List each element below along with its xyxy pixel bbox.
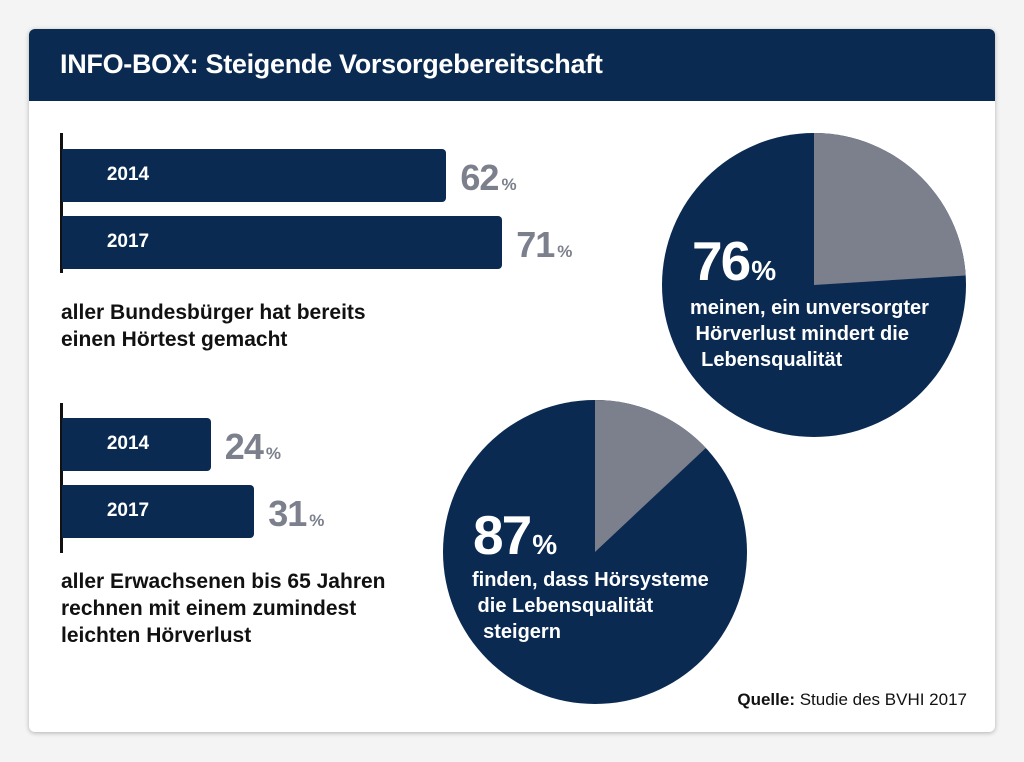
bar-chart-caption: aller Erwachsenen bis 65 Jahren rechnen … <box>61 570 386 647</box>
bar-value: 31% <box>268 493 325 534</box>
bar-chart-caption: aller Bundesbürger hat bereits einen Hör… <box>61 301 366 351</box>
bar-2017: 2017 <box>62 216 503 269</box>
pie-slice-rest <box>595 400 706 552</box>
bar-label: 2017 <box>106 231 150 252</box>
pie-chart-lebensqualitaet-steigern <box>443 400 747 704</box>
bar-value: 24% <box>224 426 281 467</box>
bar-label: 2014 <box>106 164 150 185</box>
bar-2014: 2014 <box>62 418 211 471</box>
bar-2017: 2017 <box>62 485 255 538</box>
info-box-card: INFO-BOX: Steigende Vorsorgebereitschaft… <box>29 29 995 732</box>
bar-label: 2014 <box>106 433 150 454</box>
source-note: Quelle: Studie des BVHI 2017 <box>737 690 967 710</box>
header-bar: INFO-BOX: Steigende Vorsorgebereitschaft <box>29 29 995 101</box>
bar-2014: 2014 <box>62 149 447 202</box>
page-title: INFO-BOX: Steigende Vorsorgebereitschaft <box>60 49 603 79</box>
source-text: Studie des BVHI 2017 <box>794 690 967 709</box>
pie-caption: meinen, ein unversorgter Hörverlust mind… <box>690 297 929 371</box>
bar-label: 2017 <box>106 500 150 521</box>
bar-value: 62% <box>460 157 517 198</box>
pie-value: 76% <box>692 230 777 292</box>
pie-value: 87% <box>473 504 558 566</box>
source-label: Quelle: <box>737 690 795 709</box>
pie-slice-rest <box>814 133 966 285</box>
bar-chart-axis <box>60 403 63 553</box>
bar-chart-axis <box>60 133 63 273</box>
bar-value: 71% <box>516 224 573 265</box>
pie-caption: finden, dass Hörsysteme die Lebensqualit… <box>472 569 709 643</box>
pie-chart-lebensqualitaet-mindert <box>662 133 966 437</box>
